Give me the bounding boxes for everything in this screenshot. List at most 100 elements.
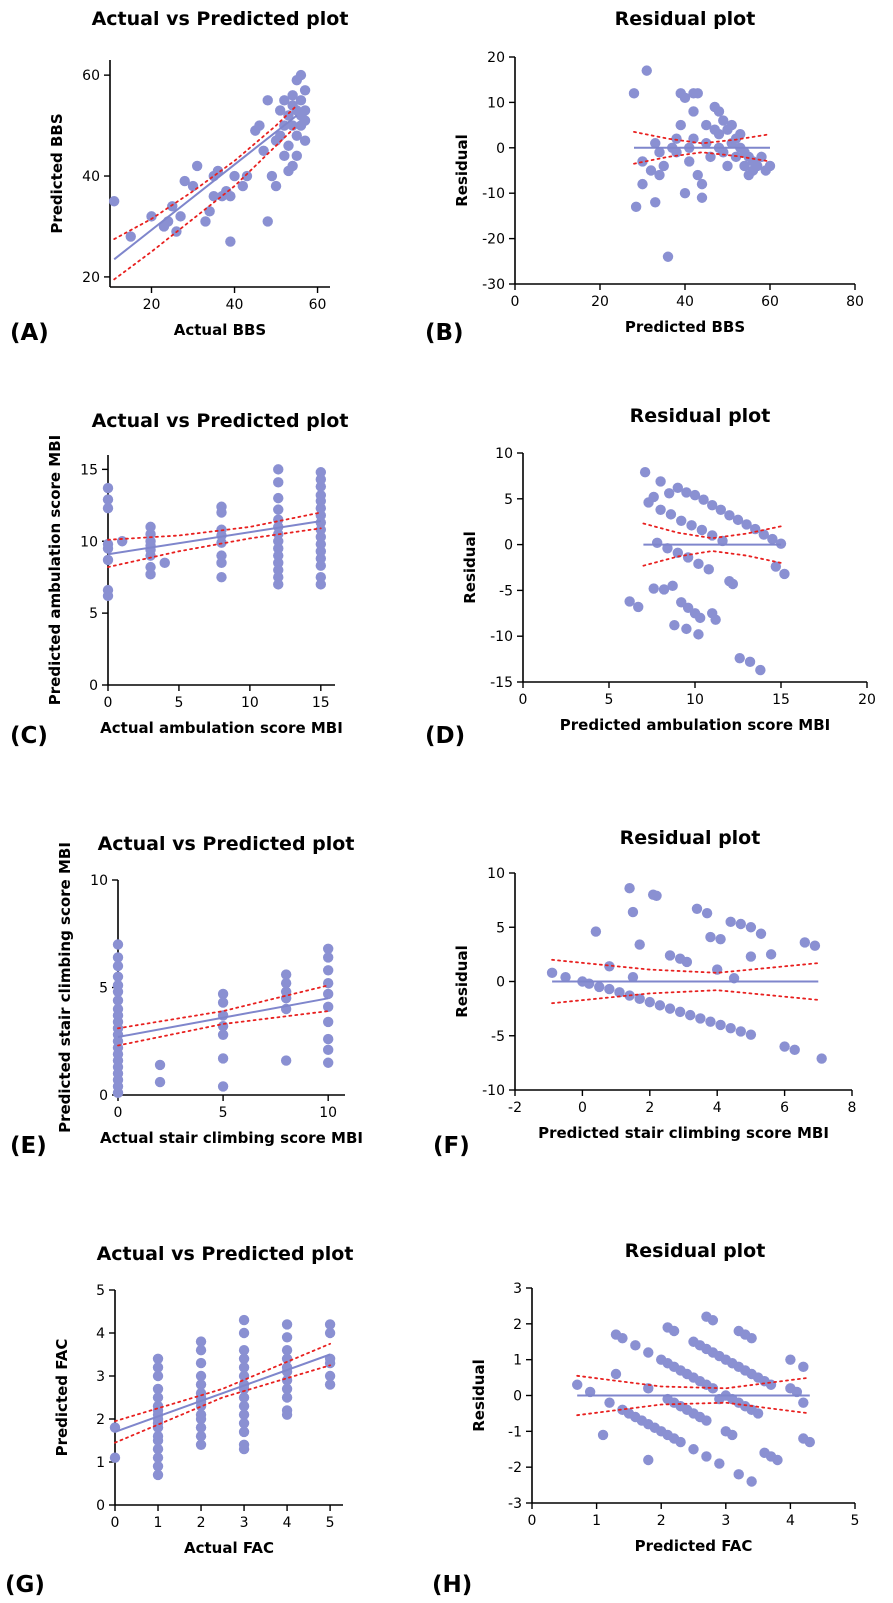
scatter-point [667, 580, 678, 592]
x-axis-label: Predicted stair climbing score MBI [538, 1124, 829, 1142]
scatter-point [546, 967, 558, 979]
y-tick-label: 0 [99, 1088, 108, 1104]
confidence-band-upper [117, 984, 330, 1030]
scatter-point [112, 939, 124, 950]
y-tick-label: 10 [80, 534, 98, 550]
scatter-point [724, 576, 735, 587]
scatter-point [238, 1426, 250, 1438]
scatter-point [637, 178, 648, 190]
scatter-point [734, 652, 745, 664]
scatter-point [195, 1336, 207, 1347]
scatter-point [238, 1362, 250, 1373]
scatter-point [238, 1314, 250, 1326]
scatter-point [152, 1353, 164, 1365]
scatter-point [735, 918, 746, 930]
scatter-point [610, 1368, 622, 1380]
confidence-band-lower [113, 124, 298, 281]
panel-label: (F) [433, 1133, 470, 1159]
y-tick-label: 5 [504, 492, 513, 508]
scatter-point [624, 882, 635, 894]
scatter-point [237, 180, 249, 192]
scatter-point [668, 1325, 680, 1337]
y-tick-label: 20 [82, 270, 100, 286]
scatter-point [238, 1418, 250, 1429]
scatter-point [322, 952, 334, 963]
scatter-point [273, 571, 284, 583]
x-tick-label: 3 [721, 1513, 730, 1529]
scatter-point [112, 971, 124, 982]
regression-line [114, 1353, 331, 1433]
y-tick-label: 0 [96, 1498, 105, 1514]
y-tick-label: 20 [487, 50, 505, 66]
scatter-point [650, 138, 661, 149]
scatter-point [315, 571, 327, 583]
scatter-point [299, 135, 311, 146]
scatter-point [262, 95, 273, 106]
scatter-point [641, 65, 652, 76]
scatter-point [195, 1357, 207, 1369]
scatter-point [715, 933, 726, 945]
scatter-point [739, 160, 750, 172]
scatter-point [560, 971, 571, 983]
scatter-point [718, 147, 729, 158]
scatter-point [109, 1452, 121, 1463]
y-tick-label: -1 [508, 1424, 522, 1440]
scatter-point [102, 502, 114, 514]
scatter-point [238, 1400, 250, 1412]
x-tick-label: 0 [519, 692, 528, 708]
x-axis-label: Predicted ambulation score MBI [560, 716, 830, 734]
scatter-point [637, 156, 648, 167]
scatter-point [696, 192, 708, 203]
scatter-point [765, 949, 777, 960]
scatter-point [295, 69, 307, 81]
x-tick-label: 0 [578, 1100, 587, 1116]
x-tick-label: 0 [114, 1105, 123, 1121]
scatter-point [299, 115, 311, 126]
y-tick-label: -30 [482, 277, 505, 293]
scatter-point [152, 1443, 164, 1455]
scatter-point [707, 1383, 719, 1394]
scatter-point [672, 482, 683, 494]
scatter-point [658, 584, 670, 595]
scatter-point [688, 133, 699, 144]
scatter-point [686, 520, 697, 531]
scatter-point [735, 1026, 746, 1037]
x-tick-label: 4 [713, 1100, 722, 1116]
scatter-point [217, 988, 229, 1000]
scatter-point [281, 1332, 293, 1343]
scatter-point [152, 1370, 164, 1382]
scatter-point [590, 926, 602, 937]
scatter-point [167, 201, 178, 212]
scatter-point [650, 197, 661, 208]
scatter-point [273, 504, 284, 515]
scatter-point [112, 1087, 124, 1099]
chart-title: Residual plot [615, 8, 756, 30]
y-tick-label: 10 [90, 873, 108, 889]
x-tick-label: 80 [846, 294, 864, 310]
scatter-point [767, 533, 778, 545]
scatter-point [125, 231, 136, 242]
scatter-point [159, 557, 170, 569]
scatter-point [715, 1019, 726, 1031]
x-axis-label: Actual FAC [184, 1539, 274, 1557]
scatter-point [614, 987, 625, 998]
y-tick-label: 4 [96, 1326, 105, 1342]
y-axis-label: Predicted stair climbing score MBI [56, 842, 74, 1133]
scatter-point [225, 191, 236, 202]
scatter-point [175, 211, 186, 222]
scatter-point [643, 1347, 654, 1358]
scatter-point [154, 1076, 166, 1088]
scatter-point [299, 105, 311, 116]
scatter-point [217, 1053, 229, 1064]
scatter-point [315, 517, 327, 528]
scatter-point [765, 1379, 777, 1390]
scatter-point [679, 92, 691, 104]
scatter-point [693, 558, 704, 570]
scatter-point [675, 1436, 686, 1448]
scatter-point [755, 928, 767, 939]
confidence-band-lower [633, 151, 771, 165]
scatter-point [804, 1436, 815, 1448]
scatter-point [200, 216, 211, 227]
scatter-point [693, 629, 704, 640]
